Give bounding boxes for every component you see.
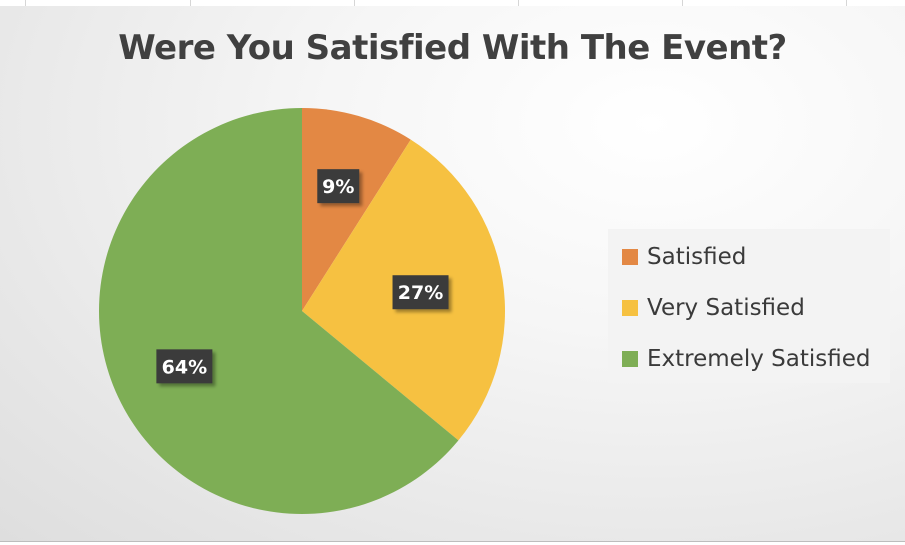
legend-label: Satisfied	[647, 244, 747, 270]
grid-line	[25, 0, 26, 6]
data-label-box	[392, 275, 449, 310]
data-label-box	[317, 169, 360, 204]
pie-slices	[98, 108, 506, 514]
grid-line	[190, 0, 191, 6]
grid-line	[846, 0, 847, 6]
chart-legend[interactable]: Satisfied Very Satisfied Extremely Satis…	[608, 229, 890, 383]
chart-title: Were You Satisfied With The Event?	[118, 28, 787, 68]
legend-swatch	[622, 300, 638, 316]
pie-slice-satisfied[interactable]	[302, 108, 411, 311]
pie-slice-extremely-satisfied[interactable]	[98, 108, 459, 514]
data-label: 64%	[156, 349, 213, 384]
legend-label: Extremely Satisfied	[647, 346, 871, 372]
pie-chart[interactable]: 9% 27% 64%	[0, 6, 905, 541]
legend-label: Very Satisfied	[647, 295, 805, 321]
legend-swatch	[622, 249, 638, 265]
data-label: 9%	[317, 169, 360, 204]
legend-item-extremely-satisfied[interactable]: Extremely Satisfied	[622, 344, 870, 374]
legend-item-very-satisfied[interactable]: Very Satisfied	[622, 293, 805, 323]
grid-line	[354, 0, 355, 6]
grid-line	[682, 0, 683, 6]
data-label-box	[156, 349, 213, 384]
data-label: 27%	[392, 275, 449, 310]
grid-line	[518, 0, 519, 6]
data-label-text: 27%	[398, 282, 443, 304]
pie-data-labels: 9% 27% 64%	[156, 169, 449, 384]
data-label-text: 64%	[162, 356, 207, 378]
legend-item-satisfied[interactable]: Satisfied	[622, 242, 746, 272]
legend-swatch	[622, 351, 638, 367]
data-label-text: 9%	[322, 176, 354, 198]
